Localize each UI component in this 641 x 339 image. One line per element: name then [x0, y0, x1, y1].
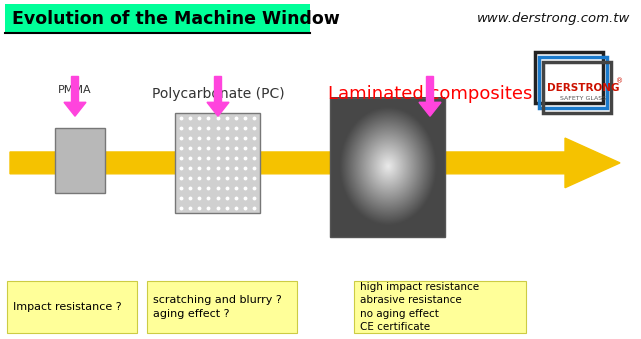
FancyBboxPatch shape — [354, 281, 526, 333]
FancyBboxPatch shape — [7, 281, 137, 333]
FancyBboxPatch shape — [147, 281, 297, 333]
Text: scratching and blurry ?
aging effect ?: scratching and blurry ? aging effect ? — [153, 295, 282, 319]
Text: DERSTRONG: DERSTRONG — [547, 83, 619, 94]
FancyArrow shape — [207, 77, 229, 116]
Text: Laminated composites: Laminated composites — [328, 85, 532, 103]
Bar — [330, 98, 445, 237]
Text: SAFETY GLASS: SAFETY GLASS — [560, 96, 606, 101]
FancyArrow shape — [10, 138, 620, 188]
Bar — [535, 52, 603, 103]
FancyArrow shape — [419, 77, 441, 116]
Text: Polycarbonate (PC): Polycarbonate (PC) — [152, 87, 285, 101]
FancyArrow shape — [64, 77, 86, 116]
Bar — [539, 57, 607, 108]
Text: Evolution of the Machine Window: Evolution of the Machine Window — [12, 10, 340, 28]
Bar — [5, 4, 310, 34]
Bar — [543, 62, 611, 113]
Text: ®: ® — [617, 78, 624, 84]
Text: high impact resistance
abrasive resistance
no aging effect
CE certificate: high impact resistance abrasive resistan… — [360, 281, 479, 332]
Text: www.derstrong.com.tw: www.derstrong.com.tw — [477, 12, 630, 25]
Text: Impact resistance ?: Impact resistance ? — [13, 302, 122, 312]
Text: PMMA: PMMA — [58, 85, 92, 95]
Bar — [175, 113, 260, 213]
Bar — [55, 128, 105, 193]
